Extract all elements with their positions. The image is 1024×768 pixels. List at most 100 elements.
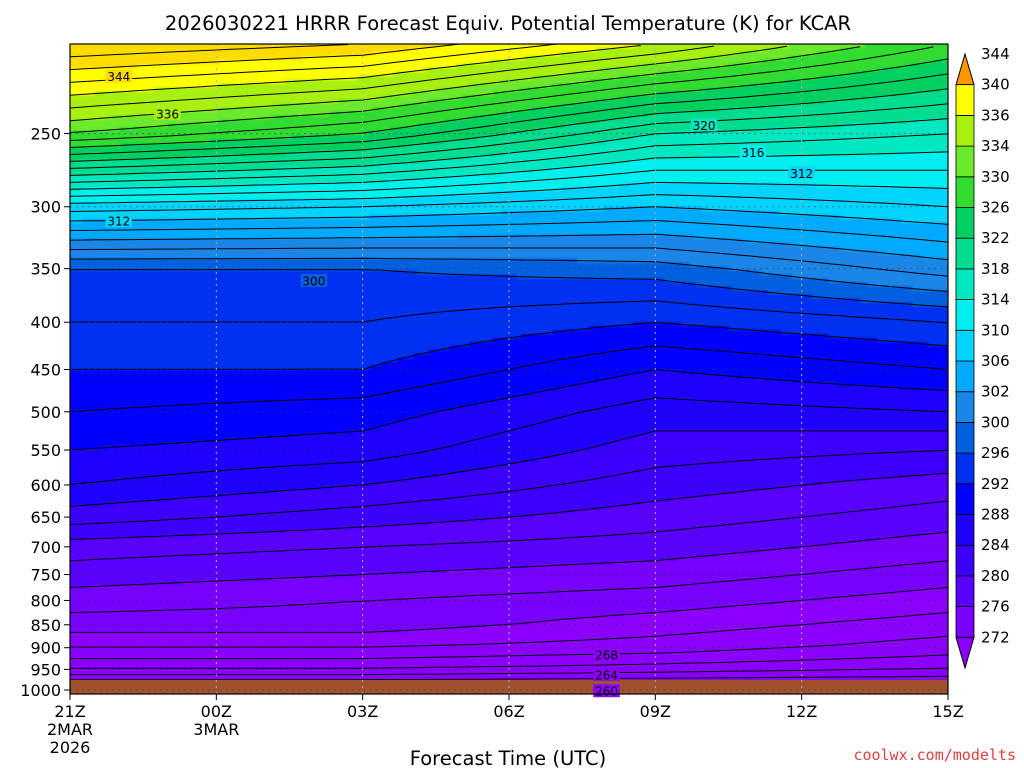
colorbar-label: 340 — [981, 76, 1010, 94]
colorbar-top-arrow — [955, 52, 975, 86]
colorbar-swatch — [955, 115, 975, 147]
y-tick-label: 700 — [30, 538, 61, 557]
contour-line-316 — [70, 169, 948, 197]
colorbar-label: 302 — [981, 383, 1010, 401]
x-axis-title: Forecast Time (UTC) — [410, 747, 607, 768]
contour-line-342 — [70, 44, 558, 83]
contour-line-292 — [70, 369, 948, 451]
colorbar-label: 288 — [981, 506, 1010, 524]
contour-line-294 — [70, 345, 948, 413]
y-tick-label: 600 — [30, 476, 61, 495]
contour-label: 260 — [595, 685, 618, 699]
colorbar-label: 318 — [981, 260, 1010, 278]
colorbar-swatch — [955, 329, 975, 362]
contour-line-280 — [70, 531, 948, 588]
contour-line-304 — [70, 247, 948, 277]
y-tick-label: 750 — [30, 566, 61, 585]
contour-line-320 — [70, 133, 948, 183]
x-tick-label: 2026 — [50, 738, 91, 757]
contour-line-300 — [70, 269, 948, 308]
colorbar-label: 284 — [981, 536, 1010, 554]
colorbar-swatch — [955, 606, 975, 638]
contour-line-332 — [70, 46, 934, 141]
contour-label-bg — [739, 145, 767, 159]
colorbar: 272 276 280 284 288 292 296 300 302 306 310 314 318 3… — [955, 45, 1010, 670]
colorbar-swatch — [955, 268, 975, 300]
contour-line-346 — [70, 44, 349, 58]
colorbar-swatch — [955, 207, 975, 239]
colorbar-label: 322 — [981, 229, 1010, 247]
contour-line-302 — [70, 257, 948, 293]
colorbar-swatch — [955, 544, 975, 577]
x-tick-label: 03Z — [347, 702, 378, 721]
contour-label: 336 — [156, 107, 179, 121]
contour-line-288 — [70, 430, 948, 507]
theta-e-contour-lines — [70, 44, 948, 681]
y-tick-label: 550 — [30, 441, 61, 460]
chart-title: 2026030221 HRRR Forecast Equiv. Potentia… — [165, 12, 851, 35]
colorbar-swatch — [955, 452, 975, 485]
contour-line-278 — [70, 560, 948, 614]
contour-line-336 — [70, 45, 788, 122]
colorbar-swatch — [955, 421, 975, 454]
contour-line-334 — [70, 46, 861, 133]
colorbar-label: 296 — [981, 444, 1010, 462]
colorbar-label: 276 — [981, 598, 1010, 616]
colorbar-swatch — [955, 84, 975, 116]
colorbar-bottom-arrow — [955, 636, 975, 670]
contour-line-284 — [70, 472, 948, 540]
colorbar-label: 300 — [981, 413, 1010, 431]
contour-line-310 — [70, 206, 948, 225]
contour-line-318 — [70, 151, 948, 190]
contour-label: 312 — [107, 215, 130, 229]
y-tick-label: 350 — [30, 260, 61, 279]
contour-label-bg — [154, 106, 181, 120]
y-tick-label: 300 — [30, 198, 61, 217]
y-tick-label: 850 — [30, 616, 61, 635]
contour-label-bg — [593, 667, 620, 681]
contour-line-324 — [70, 103, 948, 169]
colorbar-label: 314 — [981, 291, 1010, 309]
x-tick-label: 15Z — [932, 702, 963, 721]
contour-label-bg — [788, 166, 815, 180]
contour-line-286 — [70, 449, 948, 525]
contour-label: 300 — [302, 275, 325, 289]
pressure-axis: 250 300 350 400 450 500 550 600 650 700 750 800 850 9… — [20, 125, 70, 700]
contour-label: 264 — [595, 668, 618, 682]
y-tick-label: 650 — [30, 508, 61, 527]
contour-label-bg — [300, 274, 328, 288]
y-tick-label: 950 — [30, 660, 61, 679]
contour-label-bg — [105, 69, 133, 83]
contour-line-326 — [70, 88, 948, 162]
colorbar-label: 280 — [981, 567, 1010, 585]
credit-text: coolwx.com/modelts — [853, 746, 1016, 764]
contour-label-bg — [690, 118, 718, 132]
grid-lines — [70, 44, 948, 694]
contour-label-bg — [593, 647, 620, 661]
contour-label: 344 — [107, 70, 130, 84]
contour-line-306 — [70, 233, 948, 261]
contour-label: 316 — [741, 146, 764, 160]
colorbar-label: 334 — [981, 137, 1010, 155]
contour-line-338 — [70, 45, 714, 109]
contour-line-328 — [70, 73, 948, 155]
colorbar-label: 330 — [981, 168, 1010, 186]
x-tick-label: 2MAR — [47, 720, 93, 739]
x-tick-label: 3MAR — [193, 720, 239, 739]
colorbar-label: 344 — [981, 45, 1010, 63]
contour-label: 312 — [790, 167, 813, 181]
colorbar-swatch — [955, 391, 975, 423]
y-tick-label: 900 — [30, 639, 61, 658]
x-tick-label: 12Z — [786, 702, 817, 721]
contour-line-308 — [70, 220, 948, 243]
colorbar-swatch — [955, 299, 975, 331]
y-tick-label: 500 — [30, 403, 61, 422]
colorbar-swatch — [955, 360, 975, 393]
y-tick-label: 1000 — [20, 681, 61, 700]
x-tick-label: 09Z — [640, 702, 671, 721]
y-tick-label: 250 — [30, 125, 61, 144]
contour-line-266 — [70, 675, 948, 681]
contour-line-322 — [70, 118, 948, 176]
colorbar-label: 272 — [981, 628, 1010, 646]
